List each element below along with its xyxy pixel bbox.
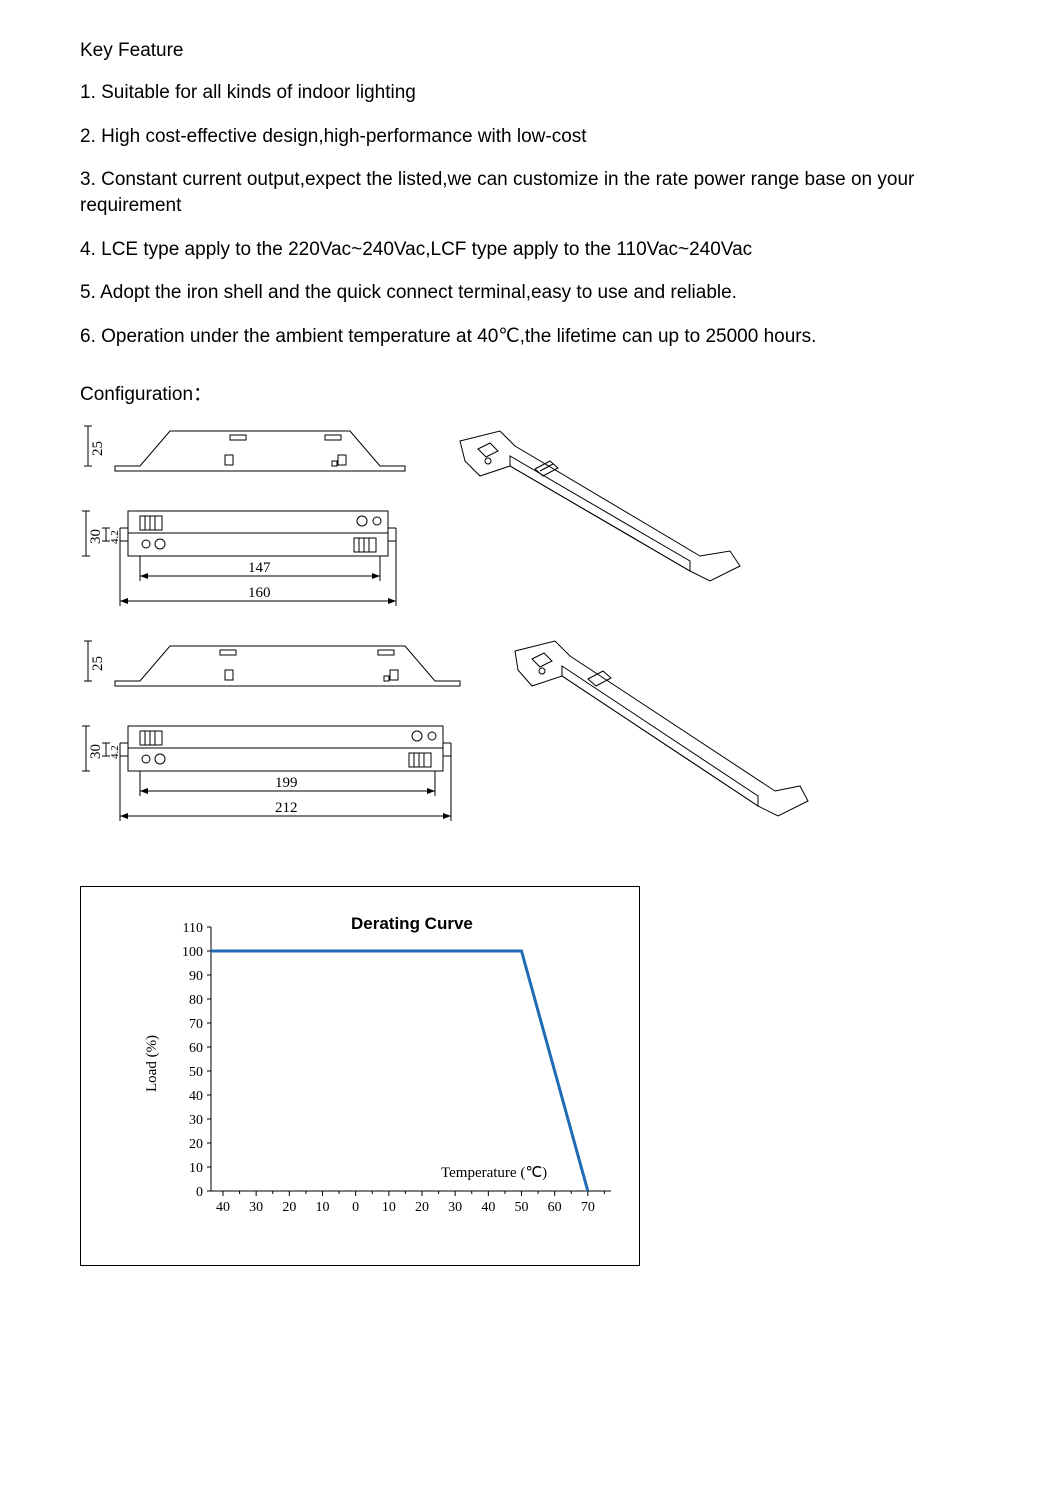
feature-item: 1. Suitable for all kinds of indoor ligh… <box>80 80 980 106</box>
svg-text:90: 90 <box>189 969 203 984</box>
diagram-block-1: 25 30 4.2 <box>80 421 980 626</box>
svg-text:20: 20 <box>189 1137 203 1152</box>
configuration-heading: Configuration： <box>80 379 980 406</box>
svg-text:25: 25 <box>90 656 106 671</box>
svg-text:0: 0 <box>196 1185 203 1200</box>
side-view-drawing-2: 25 <box>80 636 480 701</box>
top-view-drawing-1: 30 4.2 <box>80 486 420 626</box>
derating-chart-container: 0102030405060708090100110 40302010010203… <box>80 886 640 1266</box>
iso-view-drawing-1 <box>440 421 750 621</box>
svg-text:70: 70 <box>189 1017 203 1032</box>
svg-text:Temperature (℃): Temperature (℃) <box>441 1165 547 1181</box>
svg-text:147: 147 <box>248 560 271 576</box>
svg-text:80: 80 <box>189 993 203 1008</box>
iso-view-drawing-2 <box>500 636 810 866</box>
svg-text:20: 20 <box>282 1200 296 1215</box>
svg-text:30: 30 <box>448 1200 462 1215</box>
svg-text:4.2: 4.2 <box>109 746 121 760</box>
feature-item: 5. Adopt the iron shell and the quick co… <box>80 280 980 306</box>
svg-text:10: 10 <box>382 1200 396 1215</box>
svg-text:Derating Curve: Derating Curve <box>351 914 473 933</box>
svg-text:40: 40 <box>481 1200 495 1215</box>
svg-text:Load (%): Load (%) <box>144 1035 160 1092</box>
svg-text:199: 199 <box>275 775 298 791</box>
svg-text:30: 30 <box>88 744 104 759</box>
svg-text:25: 25 <box>90 441 106 456</box>
svg-text:212: 212 <box>275 800 298 816</box>
svg-text:10: 10 <box>316 1200 330 1215</box>
feature-item: 2. High cost-effective design,high-perfo… <box>80 124 980 150</box>
feature-item: 3. Constant current output,expect the li… <box>80 167 980 218</box>
svg-text:30: 30 <box>88 529 104 544</box>
side-view-drawing-1: 25 <box>80 421 420 486</box>
svg-text:60: 60 <box>189 1041 203 1056</box>
top-view-drawing-2: 30 4.2 199 <box>80 701 480 841</box>
svg-text:100: 100 <box>182 945 203 960</box>
derating-chart: 0102030405060708090100110 40302010010203… <box>141 907 611 1237</box>
svg-text:40: 40 <box>216 1200 230 1215</box>
svg-text:110: 110 <box>183 921 203 936</box>
svg-text:4.2: 4.2 <box>109 531 121 545</box>
diagram-block-2: 25 30 4.2 <box>80 636 980 866</box>
svg-text:50: 50 <box>189 1065 203 1080</box>
svg-text:0: 0 <box>352 1200 359 1215</box>
svg-text:40: 40 <box>189 1089 203 1104</box>
svg-text:50: 50 <box>515 1200 529 1215</box>
svg-text:20: 20 <box>415 1200 429 1215</box>
svg-text:30: 30 <box>249 1200 263 1215</box>
svg-text:30: 30 <box>189 1113 203 1128</box>
svg-text:60: 60 <box>548 1200 562 1215</box>
feature-item: 6. Operation under the ambient temperatu… <box>80 324 980 350</box>
svg-text:160: 160 <box>248 585 271 601</box>
feature-item: 4. LCE type apply to the 220Vac~240Vac,L… <box>80 237 980 263</box>
key-feature-heading: Key Feature <box>80 40 980 62</box>
svg-text:10: 10 <box>189 1161 203 1176</box>
svg-text:70: 70 <box>581 1200 595 1215</box>
